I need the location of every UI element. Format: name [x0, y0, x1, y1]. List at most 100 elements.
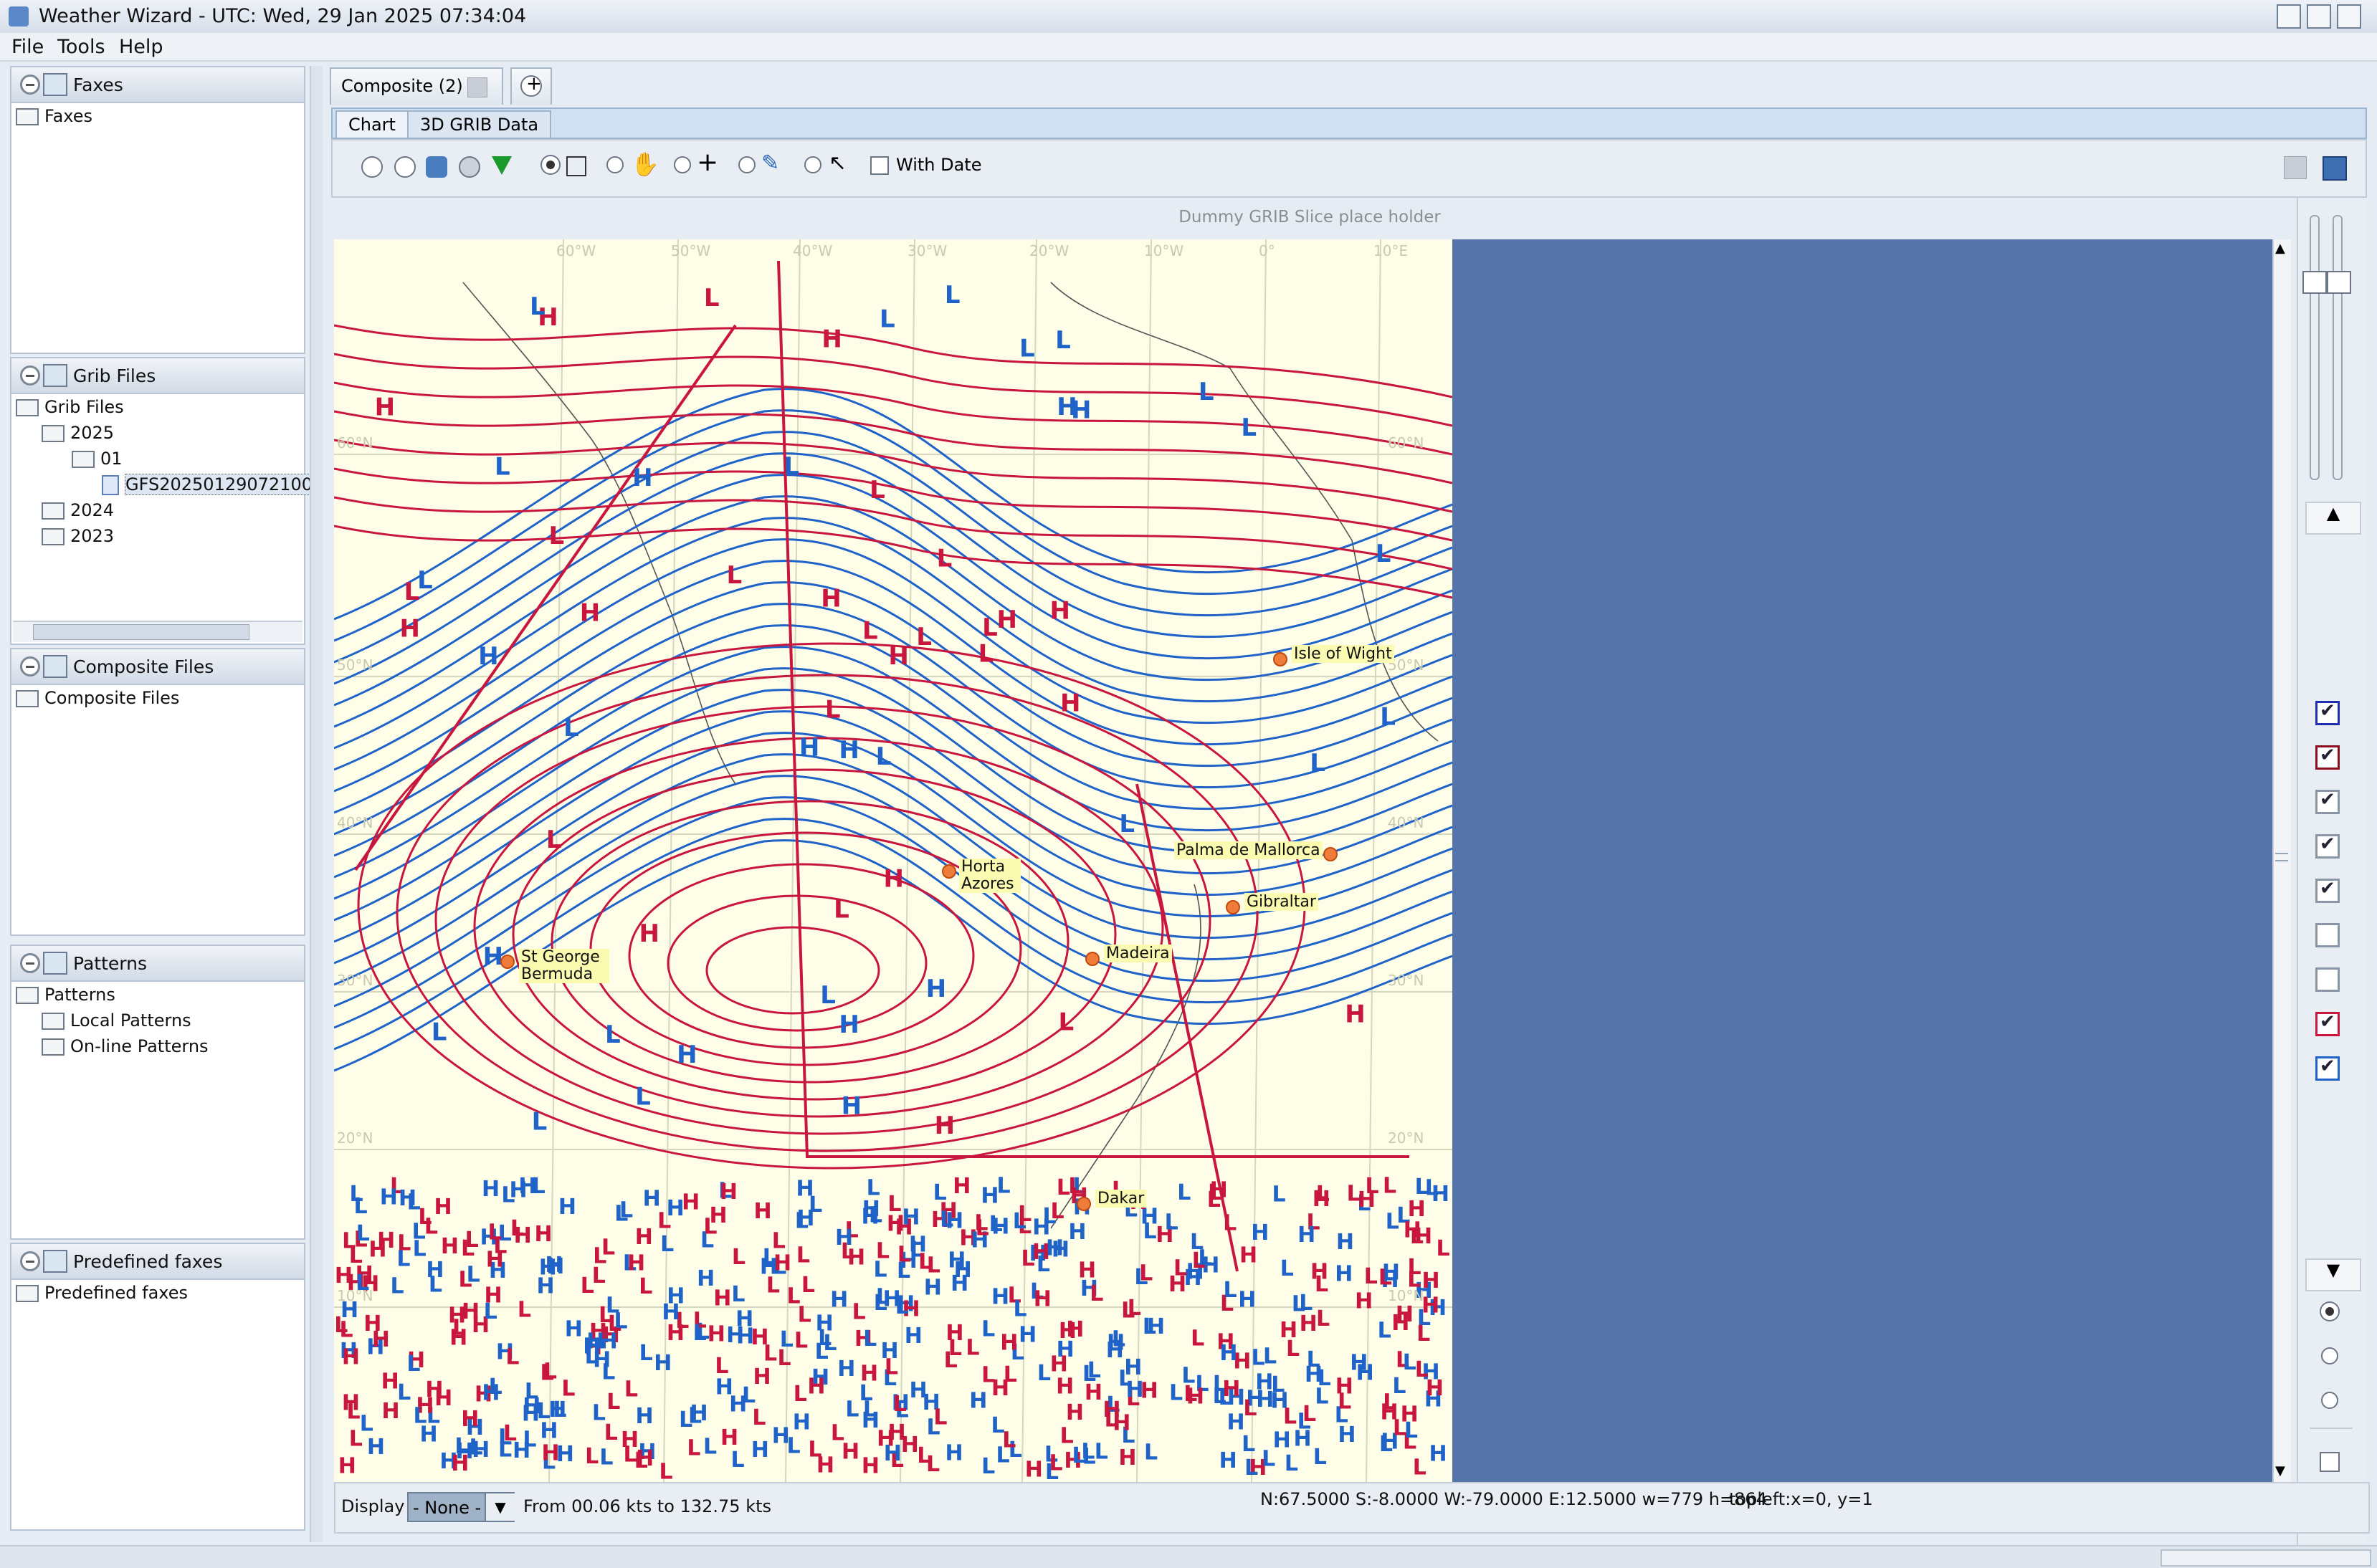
layer-checkbox-4[interactable]: [2315, 833, 2340, 859]
tree-node-faxes[interactable]: Faxes: [16, 106, 92, 126]
low-pressure-marker: L: [1126, 1386, 1140, 1411]
layer-checkbox-8[interactable]: [2315, 1011, 2340, 1036]
with-date-checkbox[interactable]: [870, 156, 889, 175]
close-icon[interactable]: [2337, 4, 2361, 29]
menu-help[interactable]: Help: [119, 36, 163, 58]
tree-node-2024[interactable]: 2024: [42, 500, 114, 520]
radio-composite[interactable]: [542, 156, 559, 173]
option-radio-2[interactable]: [2321, 1347, 2338, 1364]
tree-node-2023[interactable]: 2023: [42, 526, 114, 546]
split-divider[interactable]: [310, 66, 323, 1542]
filter-icon[interactable]: [492, 156, 512, 175]
chevron-down-icon[interactable]: ▼: [485, 1493, 515, 1521]
low-pressure-marker: L: [592, 1401, 606, 1426]
collapse-icon[interactable]: [20, 656, 40, 677]
radio-crosshair[interactable]: [674, 156, 691, 173]
tree-node-2025[interactable]: 2025: [42, 423, 114, 443]
menu-tools[interactable]: Tools: [57, 36, 105, 58]
scroll-down-icon[interactable]: ▼: [2275, 1463, 2285, 1478]
collapse-icon[interactable]: [20, 1251, 40, 1271]
zoom-out-icon[interactable]: [394, 156, 416, 178]
layout-icon[interactable]: [2323, 156, 2347, 181]
collapse-icon[interactable]: [20, 75, 40, 95]
tree-node-local-patterns[interactable]: Local Patterns: [42, 1010, 191, 1031]
slider-track-left[interactable]: [2310, 215, 2320, 480]
tree-node-composite[interactable]: Composite Files: [16, 688, 179, 708]
radio-pan[interactable]: [606, 156, 624, 173]
zoom-in-icon[interactable]: [361, 156, 383, 178]
place-marker[interactable]: [1323, 847, 1338, 861]
predefined-faxes-header[interactable]: Predefined faxes: [10, 1243, 305, 1280]
vertical-scrollbar[interactable]: ▲ ▼: [2272, 239, 2291, 1482]
scroll-up-button[interactable]: ▲: [2305, 502, 2361, 535]
place-marker[interactable]: [1226, 900, 1240, 914]
tree-label: On-line Patterns: [70, 1036, 209, 1056]
collapse-icon[interactable]: [20, 953, 40, 973]
tab-chart[interactable]: Chart: [335, 110, 409, 138]
minimize-icon[interactable]: [2277, 4, 2301, 29]
layer-checkbox-3[interactable]: [2315, 789, 2340, 814]
tab-3d-grib-data[interactable]: 3D GRIB Data: [407, 110, 552, 138]
high-pressure-marker: H: [837, 1357, 855, 1382]
scroll-up-icon[interactable]: ▲: [2275, 241, 2285, 256]
tab-close-icon[interactable]: [467, 77, 487, 97]
place-marker[interactable]: [1085, 952, 1100, 966]
slider-thumb-right[interactable]: [2327, 271, 2351, 294]
tree-node-grib-file[interactable]: GFS20250129072100: [102, 474, 313, 495]
option-radio-3[interactable]: [2321, 1392, 2338, 1409]
radio-select[interactable]: [804, 156, 821, 173]
refresh-icon[interactable]: [426, 156, 447, 178]
layer-checkbox-7[interactable]: [2315, 967, 2340, 992]
tree-node-patterns[interactable]: Patterns: [16, 985, 115, 1005]
maximize-icon[interactable]: [2307, 4, 2331, 29]
option-checkbox[interactable]: [2320, 1452, 2340, 1472]
low-pressure-marker: L: [1195, 1372, 1209, 1397]
place-marker[interactable]: [500, 955, 515, 969]
high-pressure-marker: H: [1210, 1177, 1228, 1203]
slider-thumb-left[interactable]: [2302, 271, 2327, 294]
high-pressure-marker: H: [1056, 1375, 1074, 1400]
place-marker[interactable]: [1273, 652, 1287, 666]
tree-label-selected: GFS20250129072100: [125, 474, 313, 495]
composite-files-header[interactable]: Composite Files: [10, 648, 305, 685]
layer-checkbox-5[interactable]: [2315, 878, 2340, 903]
place-marker[interactable]: [1077, 1197, 1091, 1211]
tree-node-predefined[interactable]: Predefined faxes: [16, 1283, 188, 1303]
layer-checkbox-1[interactable]: [2315, 700, 2340, 725]
layer-checkbox-9[interactable]: [2315, 1056, 2340, 1081]
stop-icon[interactable]: [459, 156, 480, 178]
high-pressure-marker: H: [1429, 1441, 1447, 1466]
option-radio-1[interactable]: [2321, 1303, 2338, 1320]
grib-files-header[interactable]: Grib Files: [10, 357, 305, 394]
scroll-grip[interactable]: [2275, 853, 2288, 861]
low-pressure-marker: L: [910, 1237, 923, 1262]
slider-track-right[interactable]: [2333, 215, 2343, 480]
low-pressure-marker: L: [452, 1316, 466, 1341]
low-pressure-marker: L: [608, 1311, 621, 1337]
low-pressure-marker: L: [1316, 1306, 1330, 1332]
low-pressure-marker: L: [1072, 1174, 1086, 1199]
menu-file[interactable]: File: [11, 36, 44, 58]
radio-draw[interactable]: [738, 156, 756, 173]
layer-checkbox-6[interactable]: [2315, 923, 2340, 947]
horizontal-scrollbar[interactable]: [13, 621, 303, 642]
tab-composite[interactable]: Composite (2): [330, 67, 503, 105]
scrollbar-thumb[interactable]: [33, 624, 249, 640]
copy-icon[interactable]: [2284, 156, 2307, 179]
scroll-down-button[interactable]: ▼: [2305, 1258, 2361, 1291]
display-dropdown[interactable]: - None - ▼: [407, 1492, 515, 1522]
place-marker[interactable]: [942, 864, 956, 879]
collapse-icon[interactable]: [20, 365, 40, 386]
patterns-header[interactable]: Patterns: [10, 945, 305, 982]
tree-node-01[interactable]: 01: [72, 449, 123, 469]
tree-node-grib-root[interactable]: Grib Files: [16, 397, 124, 417]
low-pressure-marker: L: [1403, 1350, 1416, 1375]
low-pressure-marker: L: [592, 1263, 606, 1289]
add-tab-button[interactable]: +: [510, 67, 552, 105]
layer-checkbox-2[interactable]: [2315, 745, 2340, 770]
faxes-header[interactable]: Faxes: [10, 66, 305, 103]
folder-icon: [16, 987, 39, 1004]
low-pressure-marker: L: [883, 1366, 897, 1391]
tree-node-online-patterns[interactable]: On-line Patterns: [42, 1036, 209, 1056]
